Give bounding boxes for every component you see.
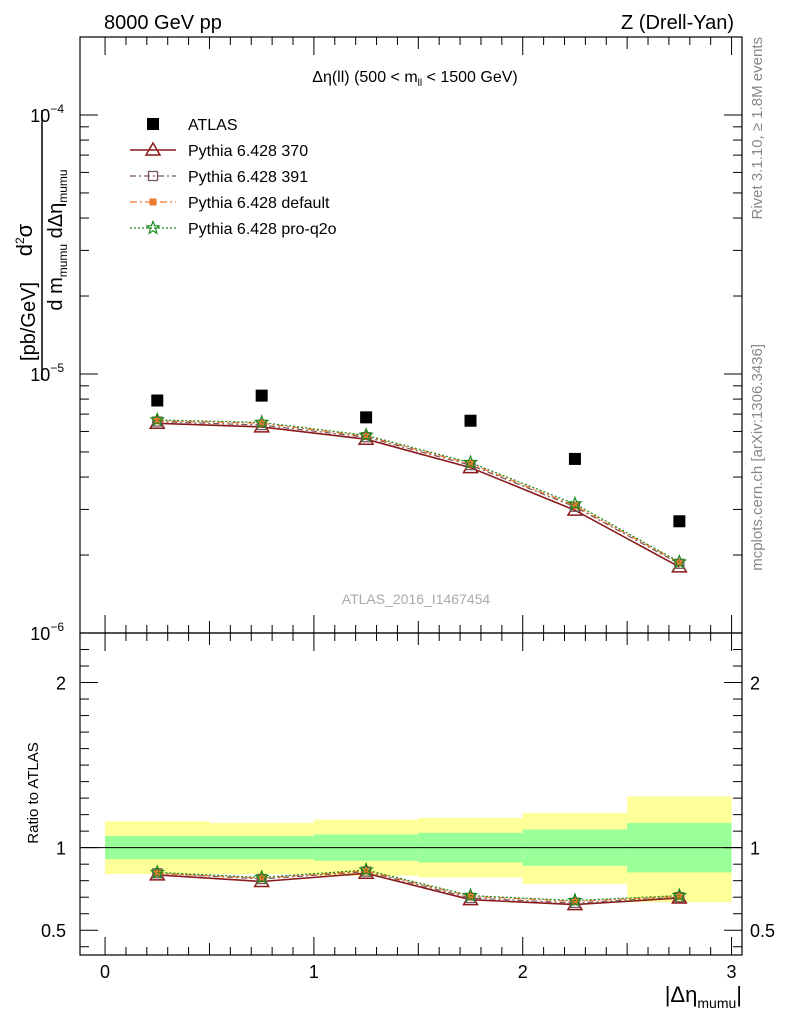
ratio-panel: 0.5 0.5 1 1 2 2 0 1 2 3	[41, 632, 775, 982]
series-point-2	[153, 417, 161, 425]
legend-marker-2	[149, 198, 157, 206]
series-line-0	[157, 422, 680, 568]
ratio-point-2	[362, 867, 370, 875]
ratio-point-2	[675, 892, 683, 900]
legend-label-3: Pythia 6.428 pro-q2o	[188, 221, 337, 238]
legend-label-atlas: ATLAS	[188, 117, 238, 134]
ratio-ytick-label-right: 2	[750, 674, 760, 694]
atlas-point	[255, 389, 268, 402]
atlas-point	[568, 452, 581, 465]
svg-text:d2σ: d2σ	[12, 223, 37, 256]
series-point-3	[567, 495, 583, 511]
main-panel: 10−6 10−5 10−4	[30, 36, 743, 644]
legend-marker-1	[147, 170, 159, 182]
mcplots-label: mcplots.cern.ch [arXiv:1306.3436]	[749, 344, 766, 571]
series-point-3	[462, 454, 479, 470]
ratio-point-3	[358, 861, 374, 877]
xlabel-sub: mumu	[697, 995, 736, 1011]
ratio-line-1	[157, 870, 680, 904]
ratio-ylabel: Ratio to ATLAS	[25, 742, 42, 843]
atlas-point	[151, 394, 164, 407]
legend-label-1: Pythia 6.428 391	[188, 169, 308, 186]
series-point-1	[152, 416, 163, 427]
series-point-3	[671, 553, 688, 569]
title-main: Δη(ll) (500 < m	[312, 69, 417, 86]
series-point-2	[571, 502, 579, 510]
ratio-point-3	[671, 887, 688, 903]
atlas-point	[673, 515, 686, 528]
legend-label-2: Pythia 6.428 default	[188, 195, 330, 212]
xtick-label: 2	[518, 962, 528, 982]
header-left: 8000 GeV pp	[104, 12, 222, 34]
svg-text:d mmumu dΔηmumu: d mmumu dΔηmumu	[45, 169, 70, 310]
atlas-point	[464, 414, 477, 427]
main-ytick-label: 10−4	[30, 102, 64, 126]
legend-marker-3	[145, 219, 161, 235]
ratio-line-0	[157, 872, 680, 906]
ratio-ytick-label-right: 1	[750, 839, 760, 859]
title-end: < 1500 GeV)	[422, 69, 518, 86]
main-ytick-label: 10−5	[30, 361, 64, 385]
ratio-point-3	[253, 869, 270, 884]
ratio-point-2	[467, 892, 475, 900]
ratio-ytick-label-left: 0.5	[41, 921, 66, 941]
ratio-frame	[79, 632, 743, 956]
watermark: ATLAS_2016_I1467454	[342, 591, 491, 607]
main-title: Δη(ll) (500 < mll < 1500 GeV)	[312, 69, 517, 89]
series-point-2	[675, 559, 683, 567]
legend: ATLAS Pythia 6.428 370 Pythia 6.428 391 Pyt…	[130, 117, 337, 238]
series-point-2	[467, 460, 475, 468]
atlas-point	[360, 411, 373, 424]
legend-marker-atlas	[147, 118, 159, 130]
series-line-3	[157, 419, 680, 563]
title-sub: ll	[418, 78, 422, 89]
ratio-ytick-label-right: 0.5	[750, 921, 775, 941]
ratio-point-2	[258, 874, 266, 882]
series-line-2	[157, 420, 680, 564]
main-ytick-label: 10−6	[30, 620, 64, 644]
header-right: Z (Drell-Yan)	[621, 12, 734, 34]
series-point-2	[362, 432, 370, 440]
xlabel-end: |	[736, 982, 742, 1007]
xaxis-label: |Δηmumu|	[665, 982, 742, 1011]
series-point-2	[258, 419, 266, 427]
ratio-point-3	[567, 892, 583, 908]
series-point-3	[149, 411, 166, 427]
ratio-point-2	[153, 869, 161, 877]
ratio-ytick-label-left: 2	[56, 674, 66, 694]
ratio-point-2	[571, 897, 579, 905]
series-line-1	[157, 421, 680, 565]
svg-text:[pb/GeV]: [pb/GeV]	[18, 282, 40, 361]
series-point-3	[253, 414, 270, 430]
legend-label-0: Pythia 6.428 370	[188, 143, 308, 160]
xtick-label: 3	[727, 962, 737, 982]
xlabel-main: |Δη	[665, 982, 698, 1007]
ratio-line-2	[157, 870, 680, 902]
series-point-3	[358, 427, 374, 442]
ratio-point-3	[149, 864, 166, 880]
rivet-label: Rivet 3.1.10, ≥ 1.8M events	[749, 37, 766, 220]
ratio-point-3	[462, 887, 479, 903]
main-ylabel: [pb/GeV] d2σ d mmumu dΔηmumu	[12, 110, 70, 380]
ratio-ytick-label-left: 1	[56, 839, 66, 859]
legend-marker-0	[144, 141, 162, 156]
ratio-point-1	[256, 873, 267, 885]
xtick-label: 1	[309, 962, 319, 982]
xtick-label: 0	[100, 962, 110, 982]
